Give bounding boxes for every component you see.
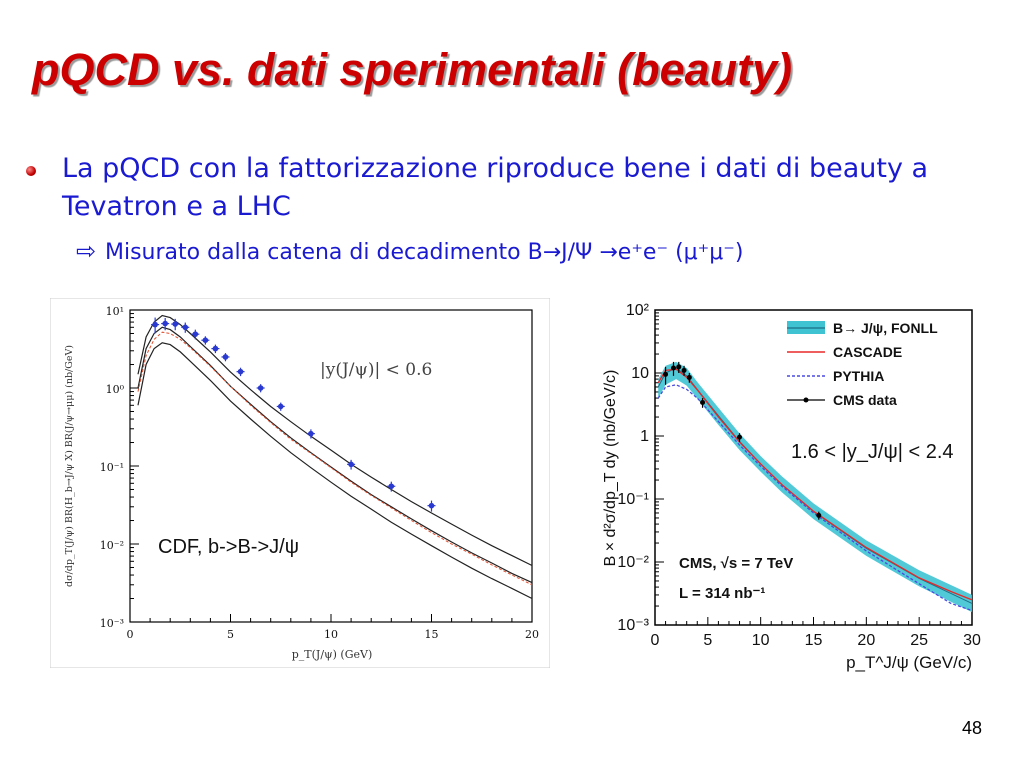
cdf-process-annotation: CDF, b->B->J/ψ [158, 536, 299, 558]
cdf-data-point [182, 324, 189, 331]
cdf-x-tick-label: 15 [425, 628, 439, 641]
cdf-data-point [277, 403, 284, 410]
cdf-data-point [162, 320, 168, 327]
cms-y-tick-label: 10⁻¹ [617, 491, 649, 508]
cdf-y-tick-label: 10⁻³ [100, 617, 124, 630]
cms-luminosity-annotation: L = 314 nb⁻¹ [679, 585, 765, 602]
cms-x-tick-label: 15 [805, 632, 823, 649]
cdf-data-point [308, 430, 314, 437]
cdf-theory-curve [137, 314, 533, 567]
legend-entry-label: PYTHIA [833, 368, 884, 384]
cdf-y-tick-label: 10⁻² [100, 539, 124, 552]
sub-bullet: Misurato dalla catena di decadimento B→J… [105, 240, 744, 265]
cdf-x-tick-label: 0 [127, 628, 134, 641]
cms-rapidity-annotation: 1.6 < |y_J/ψ| < 2.4 [791, 441, 954, 463]
legend-entry-label: CMS data [833, 392, 897, 408]
cms-x-tick-label: 0 [651, 632, 660, 649]
cms-data-point [816, 512, 822, 518]
cdf-rapidity-annotation: |y(J/ψ)| < 0.6 [320, 360, 432, 380]
cms-data-point [676, 364, 682, 370]
cms-data-point [737, 434, 743, 440]
arrow-bullet-icon: ⇨ [76, 237, 97, 265]
cms-x-axis-label: p_T^J/ψ (GeV/c) [846, 653, 972, 672]
cdf-data-point [237, 368, 244, 375]
cms-x-tick-label: 20 [857, 632, 875, 649]
bullet-icon [26, 166, 36, 176]
cms-data-point [686, 374, 692, 380]
cdf-alt-curve [137, 331, 533, 586]
cdf-data-point [222, 354, 229, 360]
cms-y-tick-label: 10⁻³ [617, 617, 649, 634]
cms-data-point [663, 371, 669, 377]
cms-x-tick-label: 30 [963, 632, 981, 649]
cdf-x-tick-label: 10 [324, 628, 338, 641]
cms-y-axis-label: B × d²σ/dp_T dy (nb/GeV/c) [602, 370, 619, 567]
cdf-y-tick-label: 10⁰ [106, 383, 125, 396]
cms-cascade-curve [657, 368, 973, 601]
cdf-chart: 0 5 10 15 20 10⁻³ 10⁻² 10⁻¹ 10⁰ 10¹ |y(J/ψ)| < 0.… [50, 298, 550, 668]
cdf-y-tick-label: 10¹ [106, 305, 124, 318]
cdf-theory-curve [137, 326, 533, 584]
cms-energy-annotation: CMS, √s = 7 TeV [679, 555, 793, 572]
cms-data-point [700, 400, 706, 406]
legend-entry-label: CASCADE [833, 344, 902, 360]
cdf-theory-curve [137, 342, 533, 600]
page-number: 48 [962, 718, 983, 738]
cms-x-tick-label: 10 [752, 632, 770, 649]
cdf-data-point [152, 321, 158, 328]
cms-y-tick-label: 1 [640, 428, 649, 445]
cdf-data-point [257, 385, 264, 391]
cms-x-tick-label: 5 [703, 632, 712, 649]
cms-pythia-curve [657, 384, 973, 612]
cdf-data-point [172, 321, 179, 327]
cms-data-point [681, 367, 687, 373]
cdf-data-point [348, 461, 354, 468]
cms-y-tick-label: 10² [626, 302, 650, 319]
cms-data-point [670, 365, 676, 371]
main-bullet: La pQCD con la fattorizzazione riproduce… [62, 153, 929, 222]
cms-legend: B→ J/ψ, FONLL CASCADE PYTHIA CMS data [787, 320, 938, 408]
cdf-data-point [428, 502, 435, 509]
legend-cms-point [803, 397, 809, 403]
cdf-data-point [192, 331, 199, 337]
cdf-data-point [388, 483, 395, 490]
cdf-y-tick-label: 10⁻¹ [100, 461, 124, 474]
cdf-x-tick-label: 20 [525, 628, 539, 641]
cdf-data-point [212, 345, 219, 352]
cdf-x-tick-label: 5 [227, 628, 234, 641]
cms-x-tick-label: 25 [910, 632, 928, 649]
legend-entry-label: B→ J/ψ, FONLL [833, 320, 938, 336]
slide-title: pQCD vs. dati sperimentali (beauty) [32, 44, 793, 95]
cdf-data-point [202, 337, 209, 344]
cdf-x-axis-label: p_T(J/ψ) (GeV) [292, 648, 373, 661]
cms-y-tick-label: 10 [631, 365, 649, 382]
cms-y-tick-label: 10⁻² [617, 554, 649, 571]
cms-chart: 0 5 10 15 20 25 30 10⁻³ 10⁻² 10⁻¹ 1 10 10² B→ J/ψ, F… [595, 298, 990, 678]
cdf-y-axis-label: dσ/dp_T(J/ψ) BR(H_b→J/ψ X) BR(J/ψ→μμ) (n… [64, 345, 75, 587]
